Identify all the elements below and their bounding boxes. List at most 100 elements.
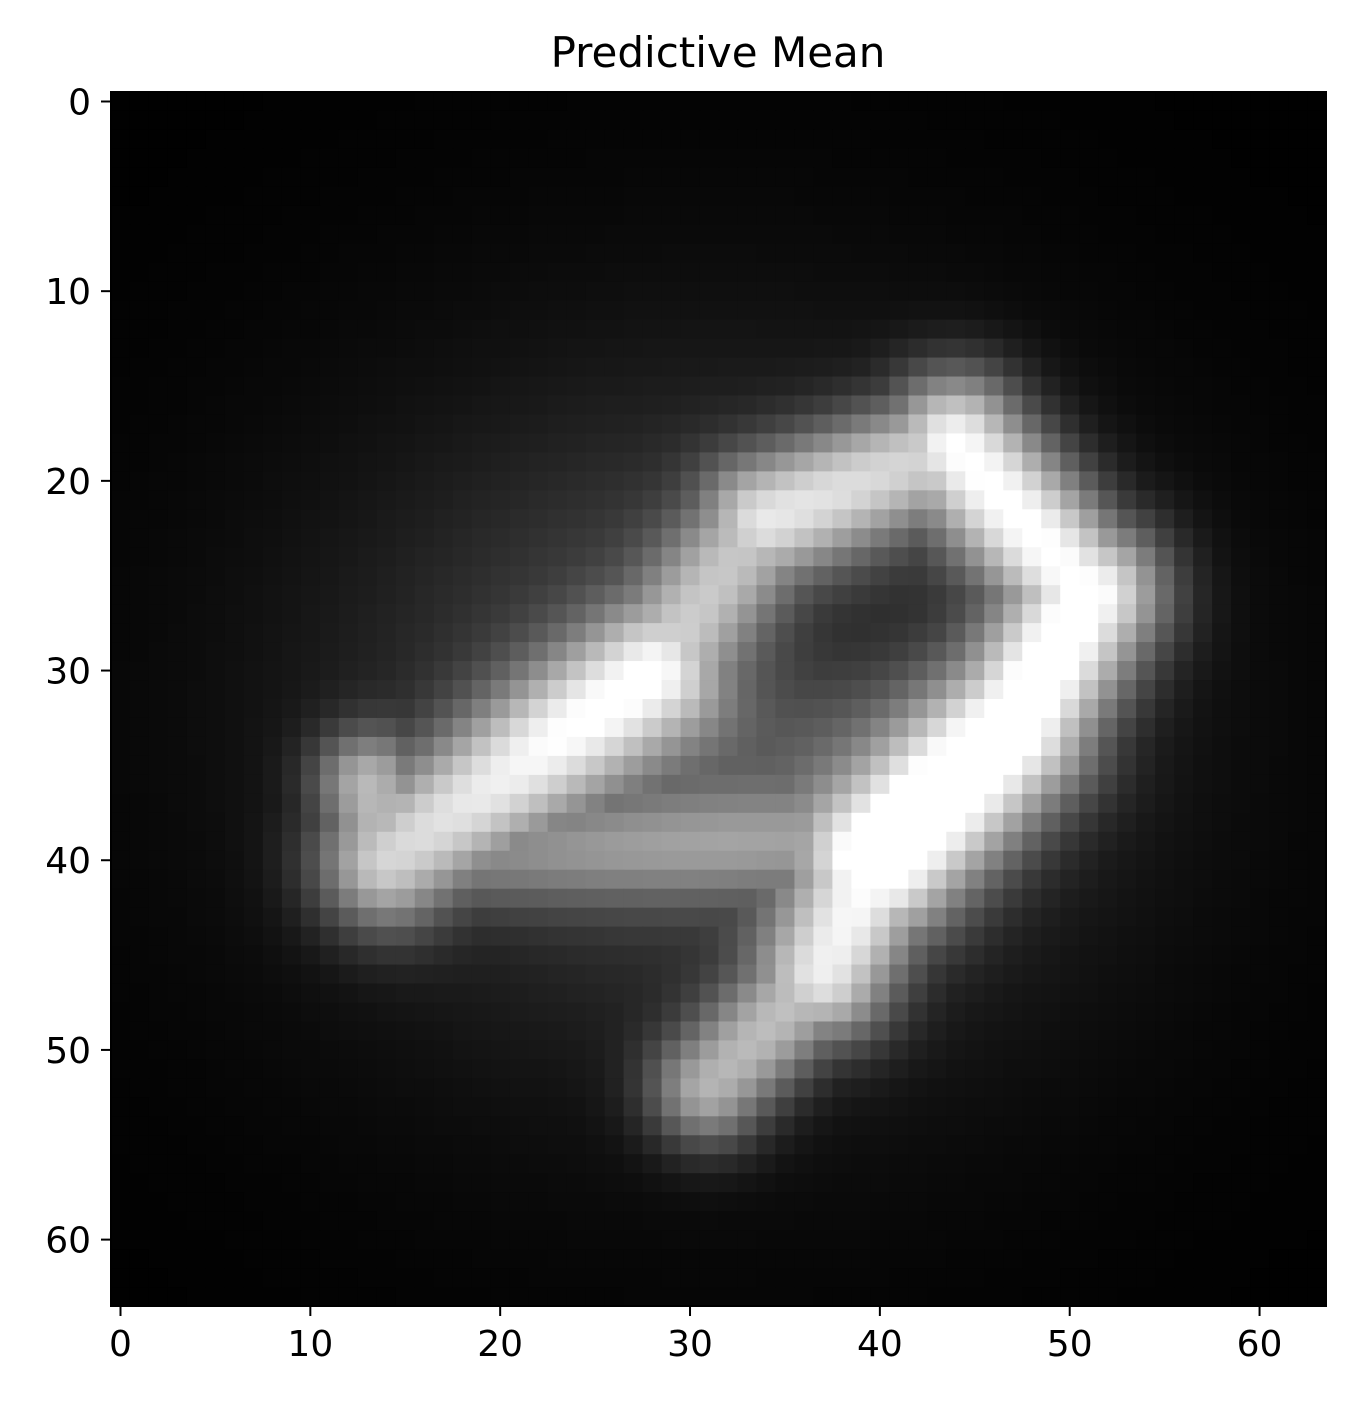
heatmap-cell	[167, 1097, 188, 1117]
heatmap-cell	[889, 433, 909, 454]
heatmap-cell	[1136, 243, 1156, 264]
heatmap-cell	[1307, 945, 1327, 966]
heatmap-cell	[1174, 1249, 1194, 1269]
heatmap-cell	[870, 547, 890, 567]
heatmap-cell	[832, 167, 852, 188]
heatmap-cell	[357, 1059, 378, 1079]
heatmap-cell	[433, 717, 454, 738]
heatmap-cell	[965, 1249, 985, 1269]
heatmap-cell	[566, 1097, 587, 1117]
heatmap-cell	[186, 205, 207, 226]
heatmap-cell	[433, 338, 454, 359]
heatmap-cell	[699, 262, 720, 283]
heatmap-cell	[414, 376, 435, 397]
heatmap-cell	[851, 1154, 871, 1174]
heatmap-cell	[1288, 964, 1308, 985]
heatmap-cell	[566, 566, 587, 586]
heatmap-cell	[1269, 1173, 1289, 1193]
heatmap-cell	[642, 452, 663, 472]
heatmap-cell	[604, 926, 625, 947]
heatmap-cell	[1117, 604, 1137, 624]
heatmap-cell	[642, 983, 663, 1004]
heatmap-cell	[262, 585, 283, 605]
heatmap-cell	[300, 338, 321, 359]
heatmap-cell	[224, 92, 245, 112]
heatmap-cell	[756, 1021, 777, 1042]
heatmap-cell	[395, 452, 416, 472]
heatmap-cell	[148, 736, 169, 757]
heatmap-cell	[262, 850, 283, 871]
heatmap-cell	[1174, 812, 1194, 833]
heatmap-cell	[756, 205, 777, 226]
heatmap-cell	[319, 774, 340, 795]
heatmap-cell	[357, 869, 378, 890]
heatmap-cell	[490, 433, 511, 454]
heatmap-cell	[452, 888, 473, 909]
y-tick-label: 20	[45, 462, 91, 503]
heatmap-cell	[262, 186, 283, 207]
heatmap-cell	[281, 566, 302, 586]
heatmap-cell	[205, 661, 226, 681]
heatmap-cell	[1307, 1078, 1327, 1098]
heatmap-cell	[186, 623, 207, 643]
heatmap-cell	[851, 850, 871, 871]
heatmap-cell	[775, 1097, 796, 1117]
heatmap-cell	[1212, 376, 1232, 397]
heatmap-cell	[927, 1268, 947, 1288]
heatmap-cell	[395, 604, 416, 624]
heatmap-cell	[851, 509, 871, 529]
heatmap-cell	[737, 205, 758, 226]
heatmap-cell	[148, 1192, 169, 1212]
heatmap-cell	[1041, 850, 1061, 871]
heatmap-cell	[129, 926, 150, 947]
heatmap-cell	[604, 110, 625, 131]
heatmap-cell	[281, 338, 302, 359]
heatmap-cell	[547, 547, 568, 567]
heatmap-cell	[433, 1135, 454, 1155]
heatmap-cell	[205, 357, 226, 378]
heatmap-cell	[566, 831, 587, 852]
heatmap-cell	[756, 717, 777, 738]
heatmap-cell	[699, 395, 720, 416]
heatmap-cell	[1307, 338, 1327, 359]
heatmap-cell	[1041, 528, 1061, 548]
heatmap-cell	[946, 1287, 966, 1307]
heatmap-cell	[281, 585, 302, 605]
heatmap-cell	[111, 471, 131, 491]
heatmap-cell	[376, 699, 397, 719]
heatmap-cell	[547, 623, 568, 643]
heatmap-cell	[1022, 888, 1042, 909]
heatmap-cell	[775, 604, 796, 624]
heatmap-cell	[433, 623, 454, 643]
heatmap-cell	[965, 129, 985, 150]
heatmap-cell	[338, 774, 359, 795]
heatmap-cell	[813, 1211, 833, 1231]
heatmap-cell	[205, 433, 226, 454]
heatmap-cell	[281, 186, 302, 207]
heatmap-cell	[433, 736, 454, 757]
heatmap-cell	[243, 623, 264, 643]
heatmap-cell	[1231, 623, 1251, 643]
heatmap-cell	[832, 1230, 852, 1250]
heatmap-cell	[1098, 92, 1118, 112]
heatmap-cell	[756, 509, 777, 529]
heatmap-cell	[1117, 319, 1137, 340]
heatmap-cell	[395, 471, 416, 491]
heatmap-cell	[129, 92, 150, 112]
heatmap-cell	[111, 1230, 131, 1250]
heatmap-cell	[604, 1021, 625, 1042]
heatmap-cell	[471, 661, 492, 681]
heatmap-cell	[1060, 680, 1080, 700]
heatmap-cell	[224, 907, 245, 928]
heatmap-cell	[1022, 509, 1042, 529]
heatmap-cell	[357, 623, 378, 643]
heatmap-cell	[111, 945, 131, 966]
heatmap-cell	[661, 300, 682, 321]
heatmap-cell	[984, 1040, 1004, 1061]
heatmap-cell	[1231, 1135, 1251, 1155]
heatmap-cell	[509, 509, 530, 529]
heatmap-cell	[262, 528, 283, 548]
heatmap-cell	[1193, 262, 1213, 283]
heatmap-cell	[1288, 281, 1308, 302]
heatmap-cell	[243, 945, 264, 966]
